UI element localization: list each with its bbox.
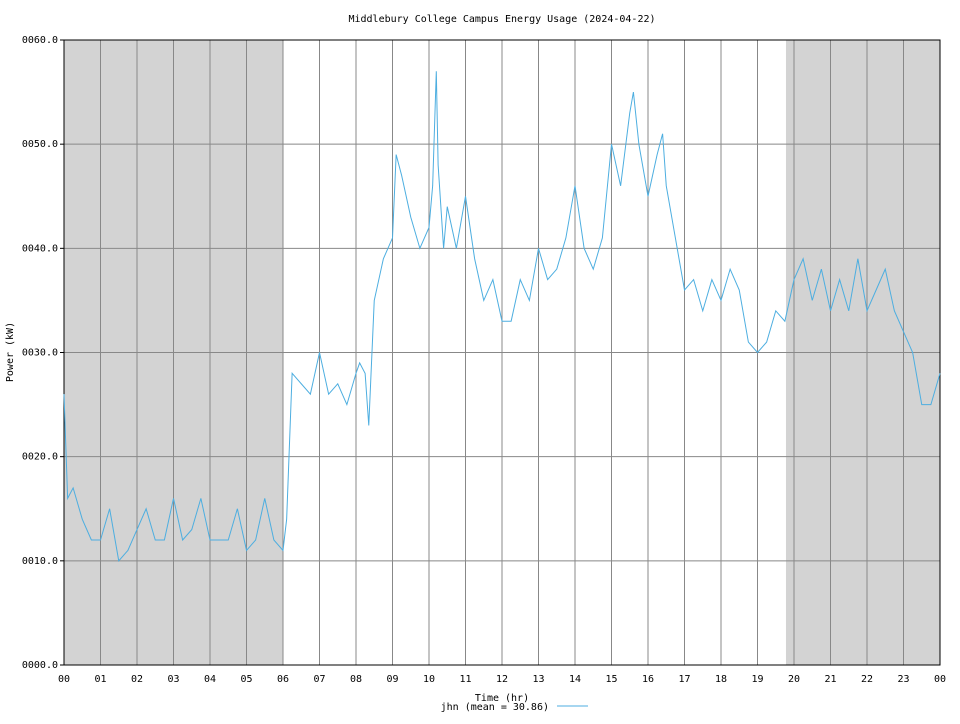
x-tick-label: 21 xyxy=(824,674,836,685)
x-axis-label: Time (hr) xyxy=(475,693,529,704)
x-tick-label: 10 xyxy=(423,674,435,685)
x-tick-label: 01 xyxy=(94,674,106,685)
x-tick-label: 06 xyxy=(277,674,289,685)
x-tick-label: 22 xyxy=(861,674,873,685)
x-tick-label: 04 xyxy=(204,674,216,685)
y-axis-label: Power (kW) xyxy=(5,322,16,382)
x-tick-label: 00 xyxy=(934,674,946,685)
x-tick-label: 05 xyxy=(240,674,252,685)
chart-title: Middlebury College Campus Energy Usage (… xyxy=(348,14,655,25)
x-tick-label: 08 xyxy=(350,674,362,685)
x-tick-label: 03 xyxy=(167,674,179,685)
x-tick-label: 19 xyxy=(751,674,763,685)
x-tick-label: 17 xyxy=(678,674,690,685)
y-tick-label: 0040.0 xyxy=(22,243,58,254)
data-line xyxy=(63,71,941,562)
y-tick-label: 0020.0 xyxy=(22,452,58,463)
x-tick-label: 02 xyxy=(131,674,143,685)
x-tick-label: 23 xyxy=(897,674,909,685)
x-tick-label: 00 xyxy=(58,674,70,685)
y-tick-label: 0060.0 xyxy=(22,35,58,46)
y-tick-label: 0050.0 xyxy=(22,139,58,150)
x-tick-label: 11 xyxy=(459,674,471,685)
x-tick-label: 20 xyxy=(788,674,800,685)
x-tick-label: 15 xyxy=(605,674,617,685)
legend-label: jhn (mean = 30.86) xyxy=(441,702,549,713)
y-tick-label: 0030.0 xyxy=(22,348,58,359)
x-tick-label: 09 xyxy=(386,674,398,685)
x-tick-label: 14 xyxy=(569,674,581,685)
x-tick-label: 16 xyxy=(642,674,654,685)
x-tick-label: 12 xyxy=(496,674,508,685)
x-tick-label: 18 xyxy=(715,674,727,685)
x-tick-label: 13 xyxy=(532,674,544,685)
x-tick-label: 07 xyxy=(313,674,325,685)
y-tick-label: 0000.0 xyxy=(22,660,58,671)
y-tick-label: 0010.0 xyxy=(22,556,58,567)
